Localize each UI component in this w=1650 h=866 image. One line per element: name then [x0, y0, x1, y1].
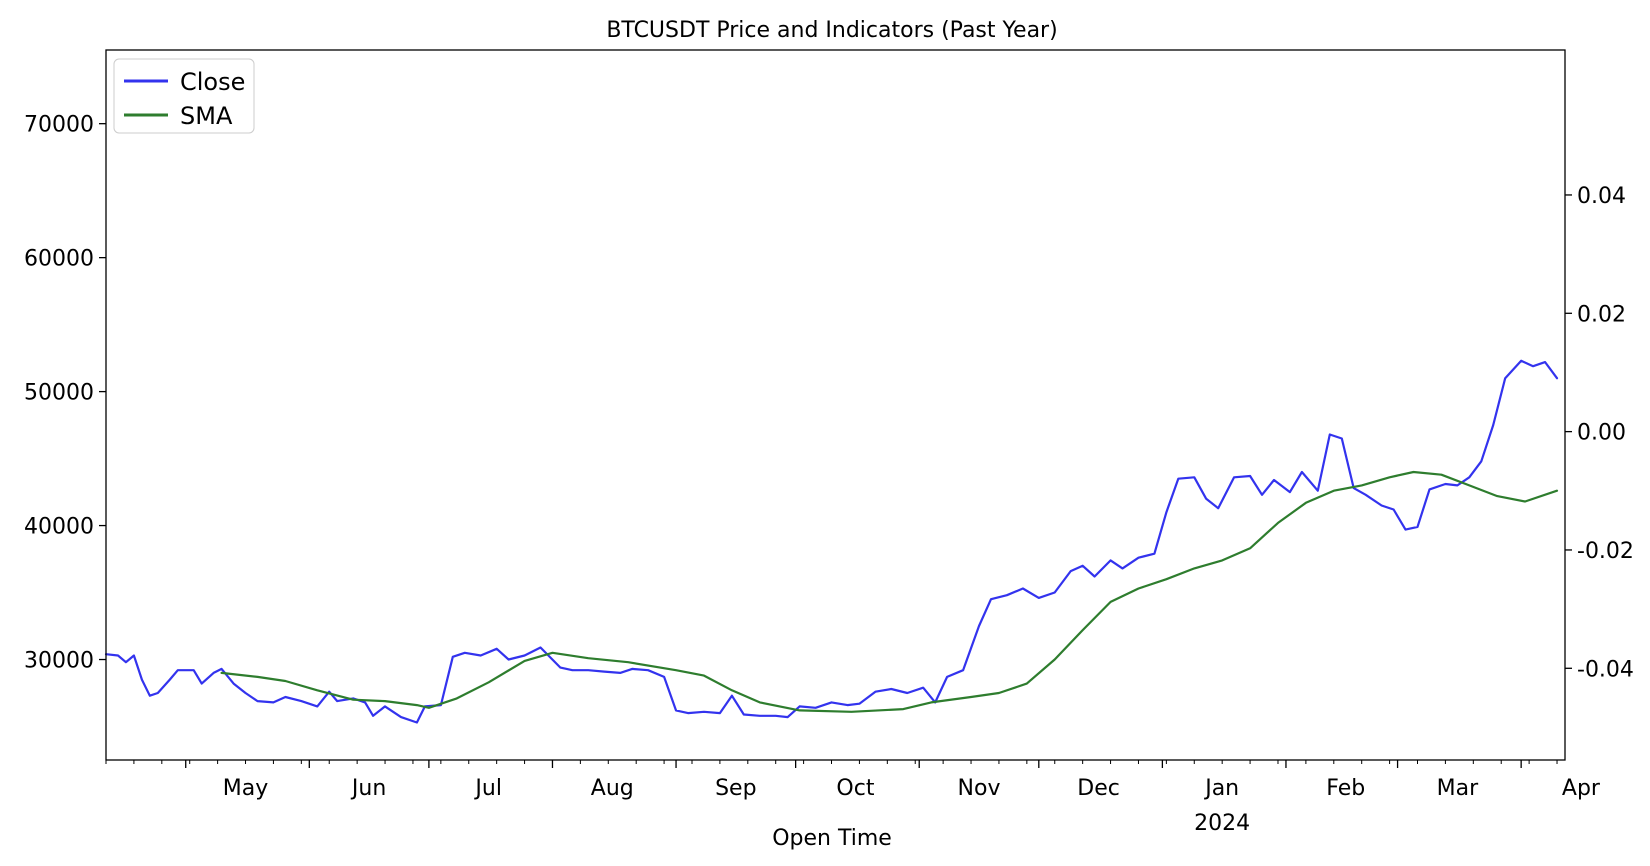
chart-title: BTCUSDT Price and Indicators (Past Year) — [606, 18, 1057, 43]
x-tick-label: Apr — [1562, 776, 1601, 801]
x-tick-label: Mar — [1437, 776, 1479, 801]
series-line-close — [104, 359, 1559, 724]
x-axis-title: Open Time — [772, 826, 892, 851]
legend: Close SMA — [113, 58, 255, 134]
x-tick-label: Jun — [350, 776, 386, 801]
y-left-tick-label: 50000 — [24, 381, 94, 406]
y-left-tick-label: 30000 — [24, 649, 94, 674]
y-left-tick-label: 40000 — [24, 515, 94, 540]
y-right-tick-label: -0.02 — [1577, 539, 1634, 564]
series-line-sma — [220, 470, 1559, 713]
y-left-tick-label: 60000 — [24, 247, 94, 272]
x-tick-label: Dec — [1077, 776, 1120, 801]
x-tick-label: Jul — [473, 776, 502, 801]
y-left-tick-label: 70000 — [24, 113, 94, 138]
plot-layer — [104, 359, 1559, 724]
x-tick-label: Feb — [1326, 776, 1365, 801]
x-tick-label: Sep — [715, 776, 756, 801]
x-year-label: 2024 — [1194, 811, 1250, 836]
axis-layer: 30000 40000 50000 60000 70000 -0.04 -0.02 0.00 0… — [24, 49, 1634, 836]
x-tick-label: Jan — [1203, 776, 1239, 801]
y-right-tick-label: 0.00 — [1577, 421, 1626, 446]
legend-label-close: Close — [180, 68, 245, 96]
x-tick-label: Aug — [591, 776, 634, 801]
x-tick-label: Nov — [958, 776, 1001, 801]
legend-label-sma: SMA — [180, 102, 233, 130]
plot-frame — [105, 49, 1566, 761]
x-tick-label: Oct — [836, 776, 874, 801]
y-right-tick-label: 0.04 — [1577, 184, 1626, 209]
y-right-tick-label: -0.04 — [1577, 657, 1634, 682]
x-tick-label: May — [223, 776, 268, 801]
y-right-tick-label: 0.02 — [1577, 302, 1626, 327]
